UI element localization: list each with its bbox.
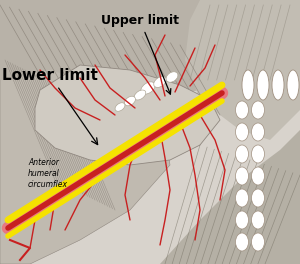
Ellipse shape	[251, 211, 265, 229]
Ellipse shape	[257, 70, 269, 100]
Polygon shape	[160, 130, 300, 264]
Ellipse shape	[242, 70, 254, 100]
Polygon shape	[0, 55, 170, 264]
Ellipse shape	[141, 82, 155, 94]
Ellipse shape	[166, 72, 178, 82]
Polygon shape	[185, 0, 300, 140]
Polygon shape	[0, 0, 220, 100]
Text: Anterior
humeral
circumflex: Anterior humeral circumflex	[28, 158, 68, 189]
Ellipse shape	[236, 145, 248, 163]
Ellipse shape	[251, 145, 265, 163]
Ellipse shape	[115, 103, 125, 111]
Ellipse shape	[272, 70, 284, 100]
Ellipse shape	[236, 123, 248, 141]
Ellipse shape	[236, 101, 248, 119]
Ellipse shape	[251, 167, 265, 185]
Ellipse shape	[154, 77, 166, 87]
Ellipse shape	[236, 233, 248, 251]
Ellipse shape	[236, 167, 248, 185]
Polygon shape	[35, 65, 220, 165]
Ellipse shape	[251, 233, 265, 251]
Ellipse shape	[134, 90, 146, 100]
Ellipse shape	[236, 189, 248, 207]
Text: Lower limit: Lower limit	[2, 68, 98, 145]
Text: Upper limit: Upper limit	[101, 14, 179, 94]
Ellipse shape	[251, 123, 265, 141]
Ellipse shape	[287, 70, 299, 100]
Ellipse shape	[236, 211, 248, 229]
Ellipse shape	[251, 101, 265, 119]
Ellipse shape	[124, 96, 135, 106]
Ellipse shape	[251, 189, 265, 207]
